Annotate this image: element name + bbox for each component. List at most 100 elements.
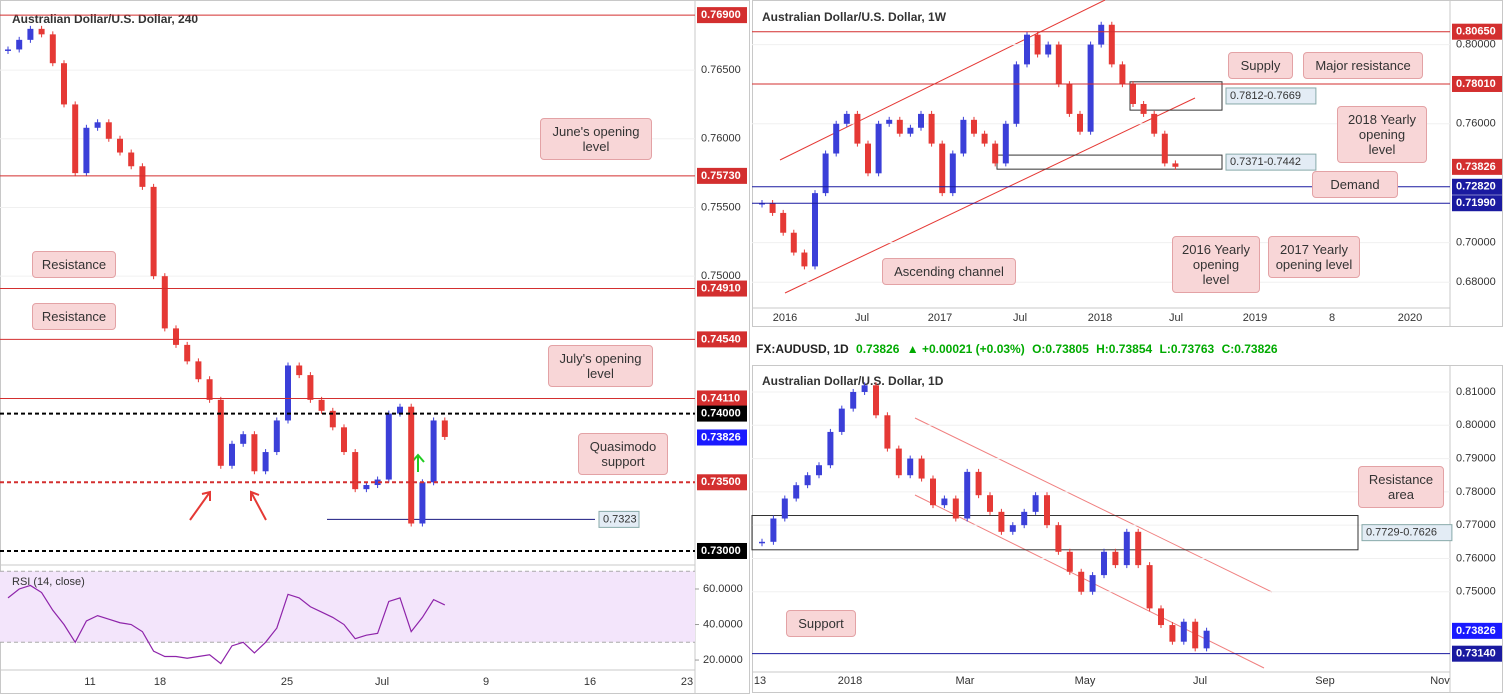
- candle: [240, 434, 247, 444]
- candle: [1013, 64, 1020, 124]
- candle: [128, 152, 135, 167]
- annotation: 2018 Yearly opening level: [1337, 106, 1427, 163]
- x-tick-label: Jul: [855, 312, 869, 324]
- level-label-box: [1452, 622, 1502, 639]
- candle: [960, 119, 967, 154]
- candle: [928, 113, 935, 144]
- candle: [971, 119, 977, 134]
- candle: [1119, 64, 1126, 85]
- y-tick-label: 0.76000: [1456, 552, 1496, 564]
- arrow: [189, 490, 211, 521]
- rsi-tick-label: 40.0000: [703, 618, 743, 630]
- candle: [374, 479, 381, 486]
- candle: [1203, 630, 1210, 649]
- candle: [61, 63, 67, 105]
- candle: [329, 410, 336, 428]
- level-label-box: [697, 542, 747, 559]
- candle: [1089, 575, 1096, 592]
- candle: [285, 365, 291, 421]
- candle: [873, 385, 879, 416]
- candle: [408, 406, 415, 524]
- annotation: Quasimodo support: [578, 433, 668, 475]
- zone: [996, 154, 1223, 170]
- candle: [1140, 103, 1147, 114]
- candle: [952, 498, 959, 519]
- candle: [850, 391, 857, 409]
- annotation: Support: [786, 610, 856, 637]
- candle: [27, 28, 34, 40]
- x-tick-label: Nov: [1430, 675, 1450, 687]
- annotation: 2017 Yearly opening level: [1268, 236, 1360, 278]
- zone-label: 0.7371-0.7442: [1230, 156, 1301, 168]
- level-label: 0.75730: [701, 170, 741, 182]
- x-tick-label: 18: [154, 676, 166, 688]
- candle: [939, 143, 946, 194]
- candle: [907, 458, 914, 476]
- candle: [5, 49, 11, 51]
- candle: [998, 511, 1005, 532]
- y-tick-label: 0.76000: [1456, 118, 1496, 130]
- candle: [992, 143, 999, 164]
- x-tick-label: 2019: [1243, 312, 1267, 324]
- candle: [1172, 163, 1179, 167]
- candle: [884, 415, 891, 449]
- symbol: FX:AUDUSD, 1D: [756, 342, 849, 356]
- level-label: 0.80650: [1456, 26, 1496, 38]
- candle: [139, 166, 146, 187]
- panel-frame: [752, 0, 1503, 327]
- y-tick-label: 0.76500: [701, 64, 741, 76]
- candle: [812, 193, 818, 267]
- channel-line: [784, 97, 1196, 294]
- candle: [296, 365, 303, 376]
- ohlc: L:0.73763: [1159, 342, 1215, 356]
- candle: [150, 186, 157, 277]
- level-label-box: [1452, 23, 1502, 40]
- candle: [759, 203, 765, 205]
- arrow: [250, 490, 267, 521]
- candle: [816, 465, 822, 476]
- rsi-band: [0, 571, 695, 643]
- candle: [184, 344, 191, 362]
- info-bar: FX:AUDUSD, 1D 0.73826 ▲ +0.00021 (+0.03%…: [756, 342, 1282, 356]
- annotation: Ascending channel: [882, 258, 1016, 285]
- level-label-box: [1452, 178, 1502, 195]
- ohlc: O:0.73805: [1032, 342, 1089, 356]
- zone-label-box: [1361, 524, 1453, 542]
- candle: [441, 420, 448, 437]
- level-label: 0.73826: [701, 431, 741, 443]
- candle: [397, 406, 403, 414]
- candle: [307, 375, 314, 400]
- marker-label-box: [598, 510, 640, 528]
- level-label-box: [697, 331, 747, 348]
- candle: [1192, 621, 1199, 649]
- candle: [843, 113, 850, 124]
- candle: [1045, 44, 1052, 55]
- level-label: 0.73826: [1456, 161, 1496, 173]
- annotation: June's opening level: [540, 118, 652, 160]
- y-tick-label: 0.75500: [701, 201, 741, 213]
- x-tick-label: May: [1075, 675, 1096, 687]
- candle: [895, 448, 902, 476]
- annotation: Major resistance: [1303, 52, 1423, 79]
- candle: [1034, 34, 1041, 55]
- candle: [318, 399, 325, 411]
- candle: [1098, 24, 1105, 45]
- level-label-box: [697, 167, 747, 184]
- candle: [1021, 511, 1028, 526]
- rsi-line: [7, 584, 446, 665]
- level-label-box: [1452, 645, 1502, 662]
- level-label-box: [697, 474, 747, 491]
- x-tick-label: 23: [681, 676, 693, 688]
- level-label-box: [697, 405, 747, 422]
- annotation: 2016 Yearly opening level: [1172, 236, 1260, 293]
- chart-title: Australian Dollar/U.S. Dollar, 240: [12, 12, 198, 26]
- candle: [105, 122, 112, 139]
- level-label: 0.73500: [701, 476, 741, 488]
- candle: [865, 143, 871, 174]
- candle: [833, 123, 840, 154]
- candle: [949, 153, 956, 194]
- candle: [886, 119, 893, 124]
- candle: [1101, 551, 1107, 576]
